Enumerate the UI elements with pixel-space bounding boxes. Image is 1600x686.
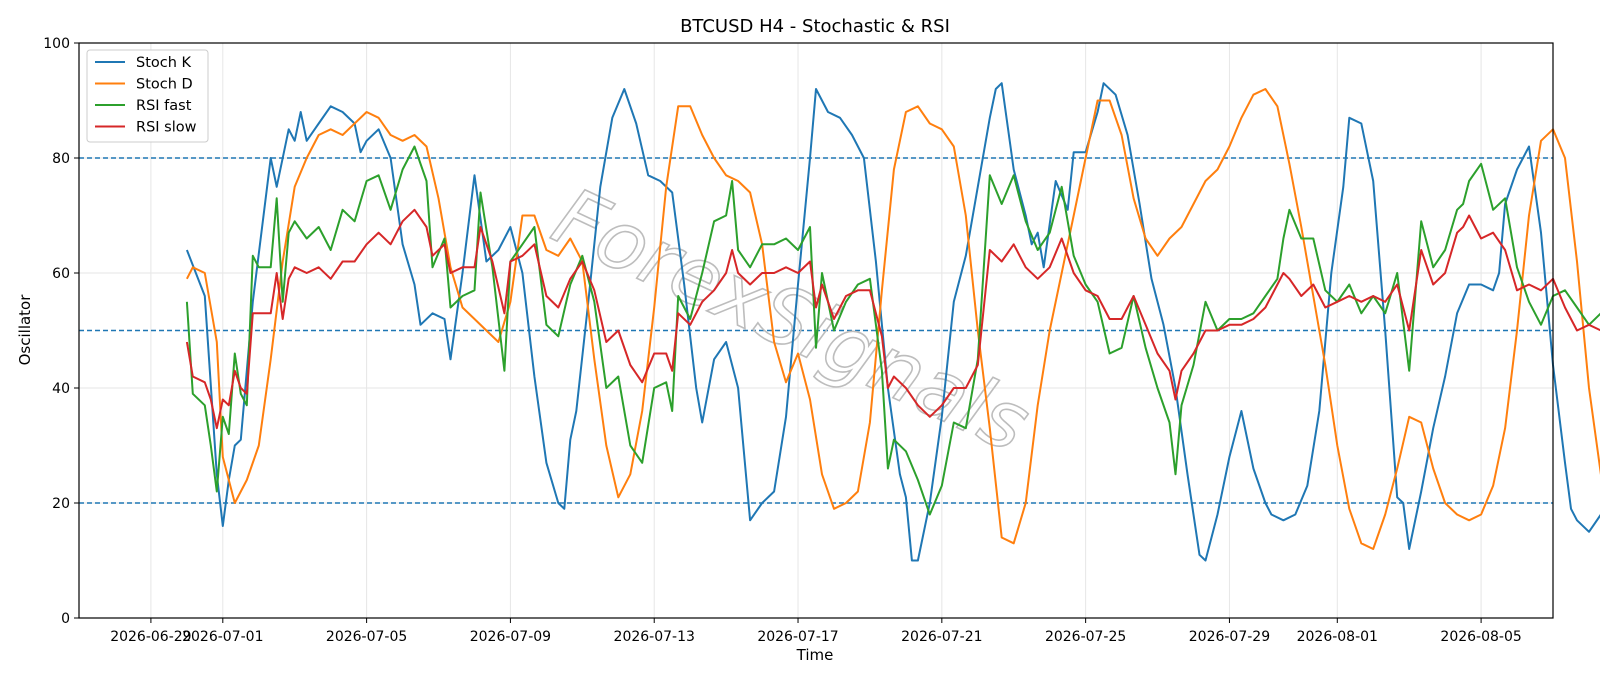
- plot-area: ForexSignals: [78, 42, 1600, 619]
- y-tick-label: 80: [52, 151, 70, 167]
- plot-frame: [78, 42, 1554, 619]
- x-tick-label: 2026-07-29: [1189, 629, 1270, 645]
- legend-label-rsi-fast: RSI fast: [136, 98, 192, 114]
- x-tick-label: 2026-07-05: [326, 629, 407, 645]
- legend-label-rsi-slow: RSI slow: [136, 120, 197, 136]
- x-tick-label: 2026-07-17: [757, 629, 838, 645]
- legend-label-stoch-d: Stoch D: [136, 77, 193, 93]
- x-tick-label: 2026-07-13: [614, 629, 695, 645]
- series-line-stoch-k: [185, 82, 1600, 562]
- x-tick-label: 2026-07-21: [901, 629, 982, 645]
- y-tick-label: 100: [43, 36, 70, 52]
- y-tick-label: 20: [52, 496, 70, 512]
- y-tick-label: 40: [52, 381, 70, 397]
- x-tick-label: 2026-07-09: [470, 629, 551, 645]
- x-tick-label: 2026-06-29: [110, 629, 191, 645]
- y-tick-label: 0: [61, 611, 70, 627]
- legend-frame: [86, 49, 209, 143]
- chart-title: BTCUSD H4 - Stochastic & RSI: [680, 16, 950, 37]
- x-tick-label: 2026-07-01: [182, 629, 263, 645]
- legend-label-stoch-k: Stoch K: [136, 55, 192, 71]
- y-axis-label: Oscillator: [16, 294, 34, 366]
- series-line-rsi-fast: [185, 145, 1600, 516]
- legend: Stoch K Stoch D RSI fast RSI slow: [86, 49, 209, 143]
- x-tick-label: 2026-08-05: [1440, 629, 1521, 645]
- x-tick-label: 2026-08-01: [1297, 629, 1378, 645]
- x-axis-label: Time: [796, 646, 834, 664]
- y-axis-ticks: 0 20 40 60 80 100: [43, 36, 79, 627]
- y-tick-label: 60: [52, 266, 70, 282]
- series-line-rsi-slow: [185, 208, 1600, 430]
- series-layer: [185, 82, 1600, 562]
- x-tick-label: 2026-07-25: [1045, 629, 1126, 645]
